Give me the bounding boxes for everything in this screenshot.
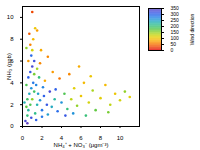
svg-text:8: 8 (99, 135, 103, 141)
svg-text:8: 8 (10, 36, 14, 42)
svg-text:NH₃ (ppb): NH₃ (ppb) (6, 53, 12, 80)
svg-text:350: 350 (171, 5, 180, 11)
svg-text:NH₄⁺ + NO₃⁻ (μgm⁻³): NH₄⁺ + NO₃⁻ (μgm⁻³) (54, 142, 109, 148)
svg-text:0: 0 (21, 135, 25, 141)
svg-text:100: 100 (171, 35, 180, 41)
svg-text:2: 2 (40, 135, 44, 141)
svg-text:2: 2 (10, 102, 14, 108)
svg-text:Wind direction: Wind direction (189, 13, 195, 45)
svg-text:10: 10 (117, 135, 124, 141)
svg-text:4: 4 (60, 135, 64, 141)
svg-text:4: 4 (10, 79, 14, 86)
svg-text:10: 10 (7, 14, 14, 20)
svg-text:0: 0 (171, 47, 174, 53)
svg-text:0: 0 (10, 123, 14, 129)
svg-text:200: 200 (171, 23, 180, 29)
svg-text:150: 150 (171, 29, 180, 35)
svg-text:6: 6 (10, 58, 14, 64)
svg-text:6: 6 (79, 135, 83, 141)
svg-text:300: 300 (171, 11, 180, 17)
svg-text:250: 250 (171, 17, 180, 23)
svg-text:50: 50 (171, 41, 177, 47)
